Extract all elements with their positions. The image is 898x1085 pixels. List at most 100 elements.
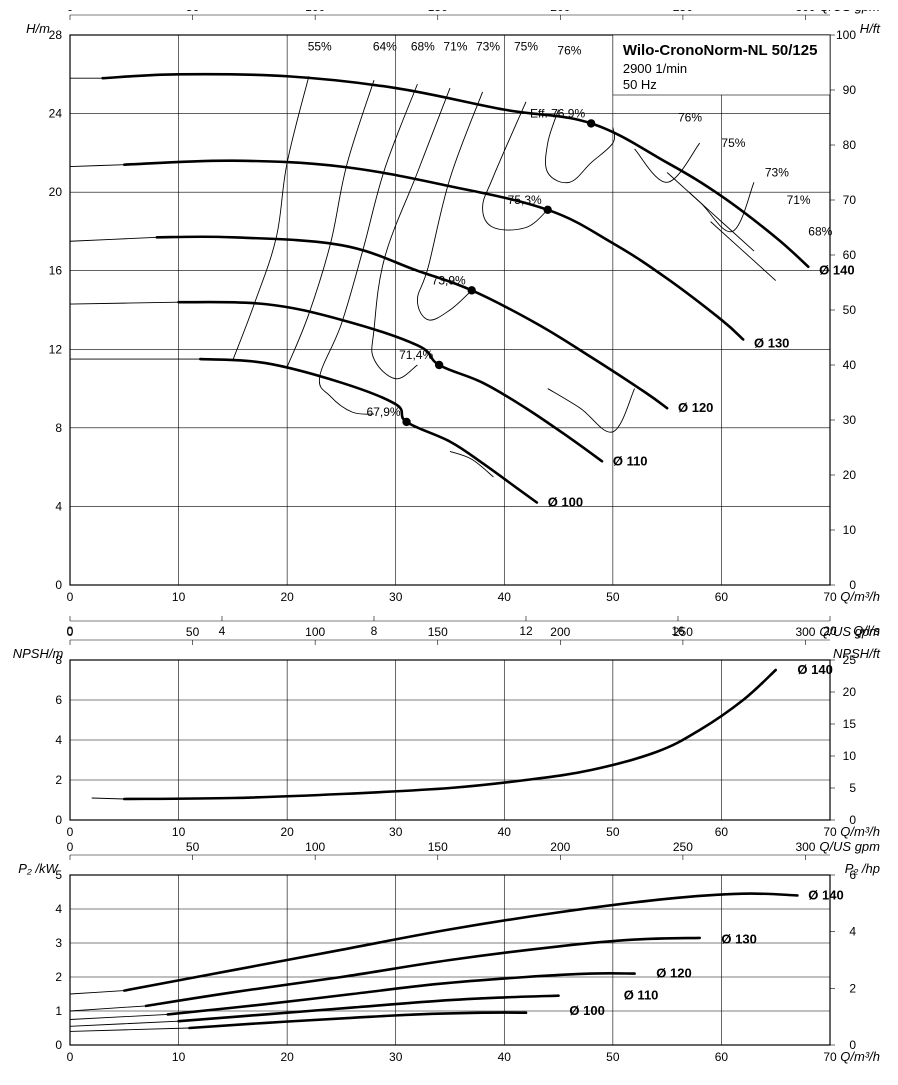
svg-text:20: 20	[49, 185, 63, 199]
svg-text:75%: 75%	[721, 136, 745, 150]
svg-text:0: 0	[55, 813, 62, 827]
svg-text:4: 4	[219, 624, 226, 638]
svg-text:0: 0	[67, 625, 74, 639]
svg-text:4: 4	[55, 499, 62, 513]
svg-text:70: 70	[843, 193, 857, 207]
svg-text:75%: 75%	[514, 40, 538, 54]
svg-text:20: 20	[843, 468, 857, 482]
svg-text:71%: 71%	[787, 193, 811, 207]
svg-text:50: 50	[606, 1050, 620, 1064]
svg-text:50: 50	[606, 825, 620, 839]
svg-text:0: 0	[67, 825, 74, 839]
svg-text:20: 20	[280, 590, 294, 604]
svg-text:70: 70	[823, 590, 837, 604]
svg-text:Q/m³/h: Q/m³/h	[840, 824, 880, 839]
svg-text:20: 20	[280, 825, 294, 839]
svg-text:28: 28	[49, 28, 63, 42]
svg-text:250: 250	[673, 840, 693, 854]
svg-text:300: 300	[795, 625, 815, 639]
svg-text:50: 50	[606, 590, 620, 604]
svg-text:60: 60	[843, 248, 857, 262]
svg-text:Ø 120: Ø 120	[678, 400, 713, 415]
svg-text:30: 30	[389, 1050, 403, 1064]
svg-text:100: 100	[305, 10, 325, 14]
svg-text:12: 12	[519, 624, 533, 638]
svg-text:Ø 130: Ø 130	[754, 335, 789, 350]
svg-text:2: 2	[55, 773, 62, 787]
svg-text:100: 100	[305, 625, 325, 639]
svg-text:30: 30	[843, 413, 857, 427]
svg-text:200: 200	[550, 840, 570, 854]
svg-text:P₂ /kW: P₂ /kW	[18, 861, 59, 876]
svg-text:50 Hz: 50 Hz	[623, 77, 657, 92]
svg-text:0: 0	[67, 590, 74, 604]
svg-text:200: 200	[550, 625, 570, 639]
svg-text:P₂ /hp: P₂ /hp	[845, 861, 880, 876]
svg-text:68%: 68%	[411, 40, 435, 54]
svg-text:0: 0	[55, 578, 62, 592]
svg-text:15: 15	[843, 717, 857, 731]
svg-text:73%: 73%	[476, 40, 500, 54]
svg-text:40: 40	[498, 1050, 512, 1064]
svg-text:68%: 68%	[808, 224, 832, 238]
svg-text:30: 30	[389, 590, 403, 604]
svg-text:40: 40	[498, 825, 512, 839]
svg-text:0: 0	[67, 10, 74, 14]
svg-text:Q/US gpm: Q/US gpm	[819, 624, 880, 639]
svg-text:20: 20	[843, 685, 857, 699]
svg-text:Q/US gpm: Q/US gpm	[819, 10, 880, 14]
svg-text:70: 70	[823, 1050, 837, 1064]
svg-text:12: 12	[49, 342, 63, 356]
svg-text:16: 16	[49, 264, 63, 278]
svg-text:40: 40	[498, 590, 512, 604]
svg-text:150: 150	[428, 10, 448, 14]
svg-text:3: 3	[55, 936, 62, 950]
svg-text:H/ft: H/ft	[860, 21, 882, 36]
svg-text:6: 6	[55, 693, 62, 707]
svg-text:NPSH/ft: NPSH/ft	[833, 646, 881, 661]
svg-text:2: 2	[849, 981, 856, 995]
svg-text:100: 100	[305, 840, 325, 854]
svg-text:60: 60	[715, 590, 729, 604]
svg-text:76%: 76%	[678, 110, 702, 124]
svg-text:Ø 100: Ø 100	[548, 495, 583, 510]
svg-text:Ø 110: Ø 110	[613, 453, 648, 468]
svg-text:150: 150	[428, 625, 448, 639]
svg-text:Ø 140: Ø 140	[819, 263, 854, 278]
svg-text:300: 300	[795, 840, 815, 854]
svg-text:50: 50	[843, 303, 857, 317]
svg-text:20: 20	[280, 1050, 294, 1064]
svg-text:Q/m³/h: Q/m³/h	[840, 589, 880, 604]
svg-text:71%: 71%	[443, 40, 467, 54]
svg-text:5: 5	[849, 781, 856, 795]
svg-text:4: 4	[55, 902, 62, 916]
svg-text:10: 10	[843, 523, 857, 537]
svg-text:2: 2	[55, 970, 62, 984]
svg-text:40: 40	[843, 358, 857, 372]
svg-text:Ø 140: Ø 140	[808, 887, 843, 902]
svg-text:10: 10	[172, 590, 186, 604]
svg-text:0: 0	[67, 840, 74, 854]
svg-text:250: 250	[673, 625, 693, 639]
svg-text:250: 250	[673, 10, 693, 14]
svg-text:50: 50	[186, 840, 200, 854]
svg-text:10: 10	[172, 825, 186, 839]
svg-text:60: 60	[715, 825, 729, 839]
svg-text:76%: 76%	[557, 44, 581, 58]
svg-text:10: 10	[843, 749, 857, 763]
svg-text:4: 4	[55, 733, 62, 747]
svg-text:10: 10	[172, 1050, 186, 1064]
svg-text:80: 80	[843, 138, 857, 152]
svg-text:Ø 100: Ø 100	[569, 1003, 604, 1018]
svg-text:100: 100	[836, 28, 856, 42]
svg-text:30: 30	[389, 825, 403, 839]
svg-text:73%: 73%	[765, 165, 789, 179]
svg-text:Q/m³/h: Q/m³/h	[840, 1049, 880, 1064]
svg-text:1: 1	[55, 1004, 62, 1018]
svg-text:Ø 120: Ø 120	[656, 966, 691, 981]
svg-text:Ø 130: Ø 130	[721, 932, 756, 947]
svg-text:Wilo-CronoNorm-NL 50/125: Wilo-CronoNorm-NL 50/125	[623, 42, 818, 59]
svg-text:300: 300	[795, 10, 815, 14]
svg-text:0: 0	[67, 1050, 74, 1064]
svg-text:H/m: H/m	[26, 21, 50, 36]
